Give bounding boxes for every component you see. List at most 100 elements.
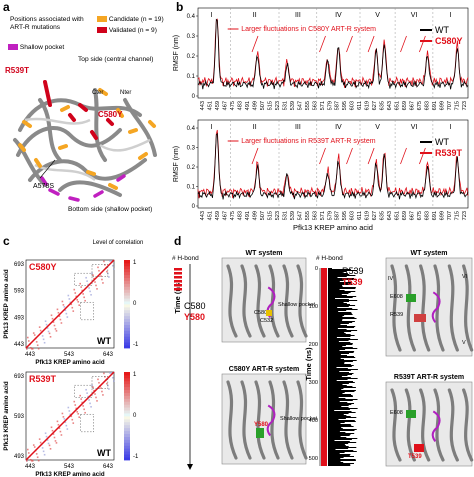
- wt-hbond-bar: [328, 402, 348, 403]
- x-tick-label: 595: [342, 211, 348, 220]
- wt-hbond-bar: [328, 311, 339, 312]
- hbond-bar: [174, 276, 182, 279]
- correlation-cell: [51, 429, 54, 432]
- correlation-cell: [100, 387, 102, 389]
- correlation-cell: [80, 286, 82, 288]
- time-tick: 0: [315, 266, 318, 272]
- wt-hbond-bar: [328, 378, 358, 379]
- correlation-cell: [77, 300, 80, 303]
- correlation-cell: [65, 312, 68, 315]
- peak-arrow: [319, 35, 326, 53]
- x-tick-label: 659: [402, 211, 408, 220]
- wt-hbond-bar: [328, 331, 352, 332]
- a578s-pointer: [39, 159, 56, 179]
- wt-hbond-bar: [328, 322, 353, 323]
- colorbar-segment: [124, 380, 130, 385]
- wt-hbond-bar: [328, 319, 343, 320]
- blade-label: III: [295, 124, 301, 131]
- correlation-cell: [58, 427, 61, 429]
- wt-hbond-bar: [328, 424, 351, 425]
- wt-hbond-bar: [328, 439, 352, 440]
- blade-label: I: [449, 124, 451, 131]
- wt-hbond-bar: [328, 277, 338, 278]
- blade-label: IV: [335, 124, 342, 131]
- correlation-cell: [70, 303, 73, 306]
- hbond-bar: [174, 288, 182, 291]
- wt-hbond-bar: [328, 298, 335, 299]
- time-tick: 300: [309, 380, 318, 386]
- wt-hbond-bar: [328, 359, 344, 360]
- x-tick-label: 491: [245, 101, 251, 110]
- y-tick-label: 0.3: [187, 146, 196, 152]
- x-tick-label: 611: [357, 101, 363, 110]
- correlation-cell: [27, 452, 30, 454]
- correlation-cell: [42, 338, 45, 341]
- wt-hbond-bar: [328, 367, 337, 368]
- wt-hbond-bar: [328, 406, 342, 407]
- colorbar-segment: [124, 301, 130, 305]
- wt-hbond-bar: [328, 441, 350, 442]
- correlation-cell: [26, 460, 28, 462]
- wt-hbond-bar: [328, 326, 356, 327]
- correlation-cell: [69, 413, 72, 416]
- highlight-box: [91, 376, 109, 389]
- colorbar-segment: [124, 298, 130, 302]
- correlation-cell: [72, 310, 75, 312]
- colorbar-segment: [124, 401, 130, 405]
- correlation-cell: [108, 276, 110, 278]
- peak-arrow: [400, 35, 407, 53]
- wt-hbond-bar: [328, 388, 344, 389]
- correlation-cell: [33, 446, 36, 448]
- correlation-cell: [85, 388, 87, 391]
- y-tick-label: 593: [14, 289, 25, 295]
- correlation-cell: [71, 418, 74, 421]
- wt-hbond-bar: [328, 444, 345, 445]
- time-tick: 500: [309, 456, 318, 462]
- correlation-cell: [31, 348, 34, 350]
- blade-label: III: [295, 12, 301, 19]
- legend-entry: WT: [435, 137, 449, 147]
- correlation-cell: [55, 442, 58, 444]
- colorbar-segment: [124, 386, 130, 390]
- legend-validated: Validated (n = 9): [97, 27, 157, 34]
- correlation-cell: [97, 266, 99, 269]
- correlation-cell: [75, 407, 78, 410]
- wt-hbond-bar: [328, 343, 353, 344]
- x-tick-label: 659: [402, 101, 408, 110]
- colorbar-segment: [124, 451, 130, 455]
- wt-hbond-bar: [328, 279, 357, 280]
- correlation-cell: [68, 298, 71, 300]
- x-tick-label: 579: [327, 101, 333, 110]
- wt-hbond-bar: [328, 438, 358, 439]
- correlation-cell: [109, 260, 111, 262]
- x-tick-label: 515: [267, 101, 273, 110]
- x-tick-label: 603: [350, 101, 356, 110]
- correlation-cell: [104, 376, 106, 378]
- correlation-cell: [26, 448, 29, 451]
- wt-hbond-bar: [328, 443, 349, 444]
- wt-hbond-bar: [328, 340, 349, 341]
- blade-label: VI: [411, 12, 418, 19]
- highlight-box: [80, 301, 95, 321]
- wt-hbond-bar: [328, 278, 354, 279]
- x-tick-label: 443: [200, 211, 206, 220]
- wt-hbond-bar: [328, 430, 355, 431]
- colorbar-segment: [124, 418, 130, 423]
- snapshot-title: C580Y ART-R system: [229, 366, 299, 373]
- colorbar-segment: [124, 295, 130, 299]
- a578s-label: A578S: [33, 183, 55, 190]
- correlation-cell: [110, 260, 112, 262]
- colorbar-segment: [124, 392, 130, 396]
- x-tick-label: 667: [410, 211, 416, 220]
- colorbar-segment: [124, 445, 130, 449]
- wt-hbond-bar: [328, 453, 340, 454]
- x-tick-label: 467: [222, 101, 228, 110]
- x-tick-label: 483: [237, 101, 243, 110]
- x-tick-label: 539: [290, 211, 296, 220]
- wt-hbond-bar: [328, 390, 356, 391]
- wt-hbond-bar: [328, 357, 356, 358]
- wt-hbond-bar: [328, 365, 354, 366]
